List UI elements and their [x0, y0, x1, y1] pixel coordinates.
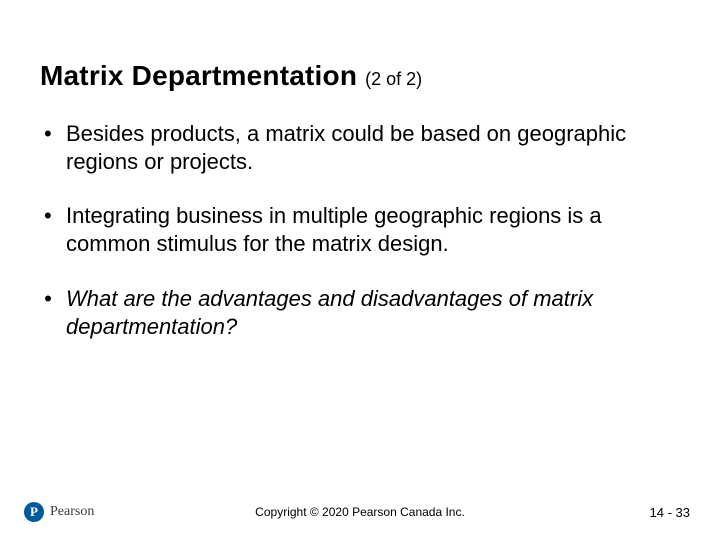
brand-initial: P [30, 504, 38, 520]
slide-title-sub: (2 of 2) [365, 69, 422, 90]
slide-title-row: Matrix Departmentation (2 of 2) [40, 60, 680, 92]
brand-logo: P Pearson [24, 502, 94, 522]
slide-title-main: Matrix Departmentation [40, 60, 357, 92]
slide-footer: P Pearson Copyright © 2020 Pearson Canad… [0, 502, 720, 522]
bullet-item: Besides products, a matrix could be base… [40, 120, 680, 176]
bullet-item: What are the advantages and disadvantage… [40, 285, 680, 341]
slide-container: Matrix Departmentation (2 of 2) Besides … [0, 0, 720, 540]
copyright-text: Copyright © 2020 Pearson Canada Inc. [255, 505, 465, 519]
brand-name: Pearson [50, 504, 94, 520]
brand-badge-icon: P [24, 502, 44, 522]
bullet-list: Besides products, a matrix could be base… [40, 120, 680, 341]
page-number: 14 - 33 [650, 505, 690, 520]
bullet-item: Integrating business in multiple geograp… [40, 202, 680, 258]
